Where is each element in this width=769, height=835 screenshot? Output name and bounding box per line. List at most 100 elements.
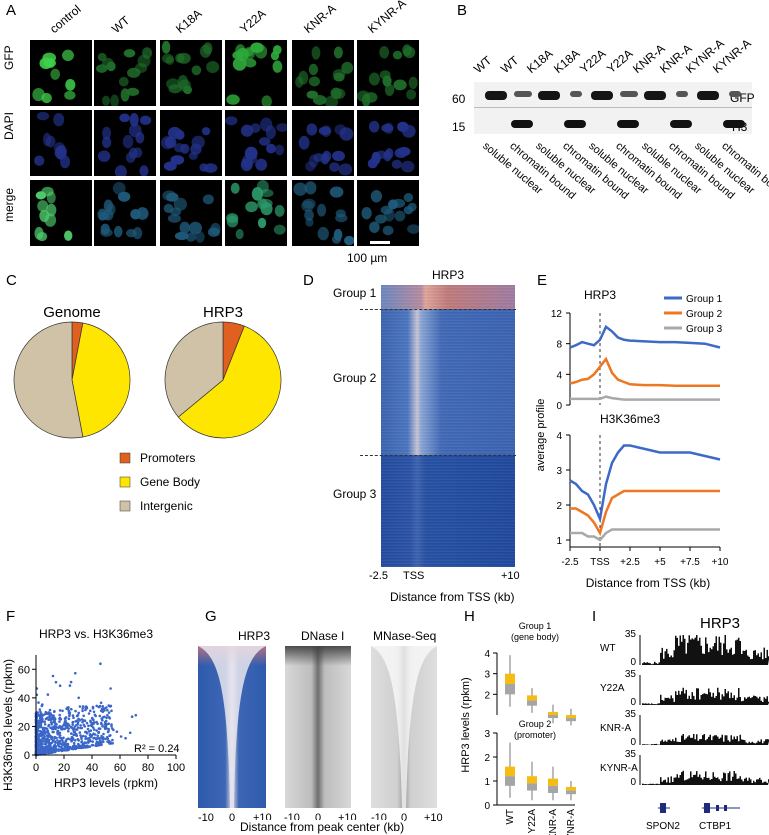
scatter-point [74,739,77,742]
scatter-point [39,710,42,714]
scatter-point [44,746,48,749]
scatter-r2: R² = 0.24 [134,743,180,755]
scatter-point [111,738,114,742]
profile-top-yticks: 0 4 8 12 [551,309,570,412]
scatter-point [41,703,44,706]
heatmap-group-1-label: Group 1 [333,286,377,300]
scatter-point [102,732,105,736]
scatter-point [51,674,55,678]
legend-label-gene-body: Gene Body [140,475,200,489]
scatter-xtick-5: 100 [167,762,185,774]
col-header-k18a: K18A [173,6,205,36]
scatter-xtick-4: 80 [142,762,154,774]
panel-label-c: C [6,272,17,289]
scatter-point [65,738,68,741]
panel-label-b: B [457,2,468,19]
scatter-point [87,730,91,733]
legend-swatch-promoters [119,452,131,464]
band-h3-lane-1 [510,120,533,128]
box-xticks: WT Y22A KNR-A KYNR-A [505,809,577,835]
scatter-point [95,742,98,746]
scatter-point [63,742,66,745]
scatter-ytick-3: 60 [18,664,30,676]
scatter-point [39,721,42,725]
track-ymin-2: 0 [630,737,636,748]
track-ymin-0: 0 [630,657,636,668]
scatter-point [83,725,87,728]
scatter-point [107,722,110,725]
box-bottom-ytick-0: 0 [484,801,490,812]
scatter-point [50,727,54,731]
scatter-point [104,719,108,723]
gene-ctbp1-exon-2 [716,805,719,811]
panel-f-scatter: HRP3 vs. H3K36me3 H3K36me3 levels (rpkm)… [1,627,185,791]
box-bottom-ytick-3: 3 [484,729,490,740]
scatter-point [94,714,97,718]
scatter-point [103,709,106,712]
scatter-point [112,728,115,732]
box-top-box-lower-1 [527,700,537,706]
scatter-point [77,711,80,715]
scatter-ytick-1: 20 [18,721,30,733]
band-gfp-lane-3 [569,91,582,97]
micrograph-merge-y22a [225,180,287,246]
scatter-xlabel: HRP3 levels (rpkm) [54,776,158,790]
scatter-point [98,705,101,709]
scatter-point [119,735,123,738]
scatter-point [37,740,41,744]
scatter-ytick-0: 0 [24,750,30,762]
band-gfp-lane-4 [591,91,613,100]
scatter-point [84,708,87,712]
micrograph-dapi-control [30,110,92,176]
pie-hrp3-slice-gene-body [177,325,282,439]
box-top-ytick-0: 2 [484,690,490,701]
box-bottom-box-lower-1 [527,783,537,791]
band-gfp-lane-5 [619,91,638,97]
legend-swatch-gene-body [119,476,131,488]
g-title-hrp3: HRP3 [238,629,271,643]
scatter-point [42,713,45,717]
scatter-point [46,739,50,743]
scatter-point [100,707,104,711]
scatter-point [50,735,54,739]
scatter-point [68,684,72,687]
box-top-yticks: 2 3 4 [484,649,497,701]
scatter-point [53,710,56,713]
scatter-point [110,724,113,728]
scatter-point [58,734,62,737]
scatter-point [63,744,66,747]
scatter-point [52,730,55,734]
scatter-point [98,727,102,730]
lane-label-4: Y22A [577,46,609,76]
box-bottom-box-lower-2 [548,785,558,793]
scatter-point [39,731,42,734]
profile-xtick-0: -2.5 [561,557,579,568]
scatter-point [52,749,55,752]
scatter-point [42,740,46,743]
box-bottom-title-2: (promoter) [514,730,556,740]
scatter-point [63,748,66,751]
scatter-point [71,714,75,717]
scatter-point [44,710,48,714]
profile-xtick-5: +10 [712,557,729,568]
scatter-point [38,708,42,711]
scatter-point [54,727,57,731]
scatter-point [104,725,108,728]
scatter-point [47,750,50,753]
scatter-ytick-2: 40 [18,693,30,705]
g-dnase-xtick-0: 0 [315,812,322,824]
scatter-point [62,727,66,731]
profile-top-line-group-2 [569,356,720,388]
box-bottom-box-upper-1 [527,776,537,784]
box-xtick-3: KYNR-A [566,809,577,835]
profile-bottom-line-group-2 [570,489,720,537]
heatmap-group-2-block [381,309,515,455]
scatter-point [47,724,50,728]
pie-genome-slice-gene-body [71,322,131,438]
box-top-title-2: (gene body) [511,632,559,642]
scatter-point [80,735,83,739]
scatter-point [66,742,70,746]
scatter-point [58,713,61,717]
profile-legend: Group 1 Group 2 Group 3 [664,294,723,335]
col-header-control: control [47,2,84,36]
